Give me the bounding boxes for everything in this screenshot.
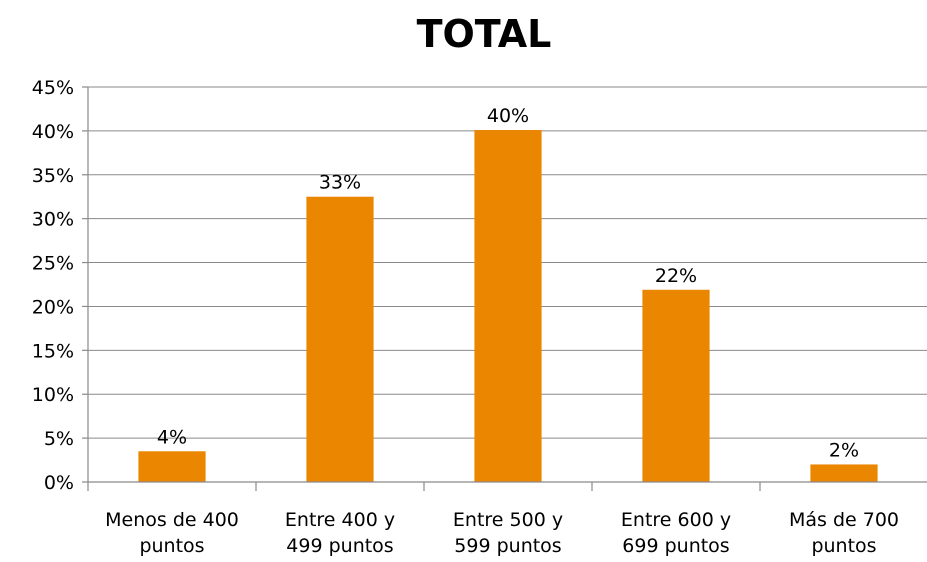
y-axis-tick-labels: 0% 5% 10% 15% 20% 25% 30% 35% 40% 45% xyxy=(32,77,74,494)
data-label: 22% xyxy=(655,265,697,287)
category-label: Entre 500 y 599 puntos xyxy=(453,509,563,557)
category-label: Menos de 400 puntos xyxy=(105,509,239,557)
x-axis-category-labels: Menos de 400 puntos Entre 400 y 499 puntos E… xyxy=(105,509,899,557)
bar xyxy=(642,289,710,482)
bar xyxy=(306,196,374,482)
y-tick-label: 0% xyxy=(44,472,74,494)
category-label: Entre 600 y 699 puntos xyxy=(621,509,731,557)
data-label: 40% xyxy=(487,105,529,127)
bar xyxy=(138,451,206,482)
chart-title: TOTAL xyxy=(417,12,552,56)
y-tick-label: 45% xyxy=(32,77,74,99)
y-tick-label: 20% xyxy=(32,296,74,318)
axes xyxy=(82,86,927,491)
y-tick-label: 15% xyxy=(32,340,74,362)
data-label: 33% xyxy=(319,172,361,194)
data-label: 2% xyxy=(829,439,859,461)
y-tick-label: 5% xyxy=(44,428,74,450)
data-labels: 4% 33% 40% 22% 2% xyxy=(157,105,859,461)
y-tick-label: 40% xyxy=(32,121,74,143)
data-label: 4% xyxy=(157,426,187,448)
y-tick-label: 30% xyxy=(32,209,74,231)
bar xyxy=(810,464,878,482)
category-label: Más de 700 puntos xyxy=(789,509,899,557)
y-tick-label: 35% xyxy=(32,165,74,187)
bars xyxy=(138,130,878,482)
y-tick-label: 10% xyxy=(32,384,74,406)
category-label: Entre 400 y 499 puntos xyxy=(285,509,395,557)
y-tick-label: 25% xyxy=(32,253,74,275)
bar xyxy=(474,130,542,482)
